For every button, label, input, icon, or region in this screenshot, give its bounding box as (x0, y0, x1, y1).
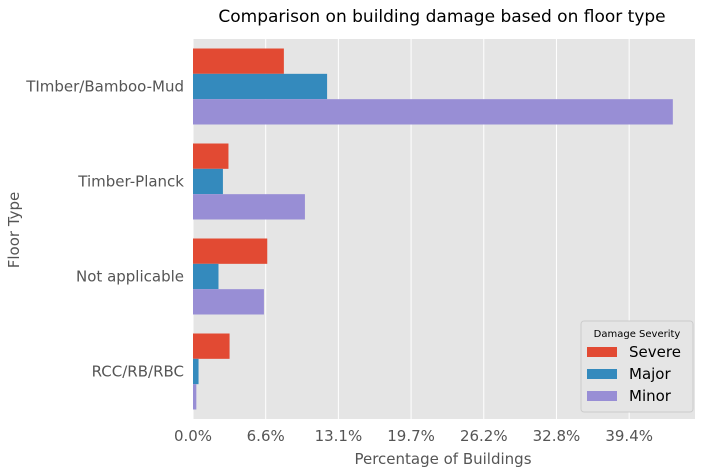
legend-title: Damage Severity (594, 329, 681, 340)
bar-major (193, 73, 328, 100)
y-tick-label: RCC/RB/RBC (92, 363, 184, 381)
legend-label-major: Major (629, 365, 671, 383)
x-tick-label: 32.8% (533, 427, 581, 445)
y-tick-label: Timber-Planck (77, 173, 184, 191)
x-tick-label: 39.4% (605, 427, 653, 445)
bar-minor (193, 384, 197, 410)
bar-minor (193, 194, 305, 220)
legend-items: Severe Major Minor (587, 343, 681, 405)
bar-major (193, 358, 199, 385)
x-axis-label: Percentage of Buildings (354, 450, 531, 468)
x-tick-label: 19.7% (387, 427, 435, 445)
x-tick-label: 0.0% (174, 427, 212, 445)
y-tick-label: TImber/Bamboo-Mud (25, 78, 184, 96)
legend-label-severe: Severe (629, 343, 681, 361)
x-tick-label: 6.6% (247, 427, 285, 445)
legend-box (580, 320, 694, 413)
legend-swatch-minor (587, 391, 617, 401)
legend-swatch-major (587, 369, 617, 379)
bar-major (193, 263, 219, 290)
x-tick-label: 26.2% (460, 427, 508, 445)
bar-minor (193, 99, 673, 125)
chart-title: Comparison on building damage based on f… (218, 7, 665, 27)
legend: Damage Severity Severe Major Minor (580, 320, 694, 413)
y-tick-label: Not applicable (76, 268, 184, 286)
y-tick-labels: TImber/Bamboo-Mud Timber-Planck Not applic… (25, 78, 184, 381)
x-tick-label: 13.1% (315, 427, 363, 445)
bar-severe (193, 143, 229, 169)
legend-swatch-severe (587, 347, 617, 357)
bar-severe (193, 48, 284, 74)
x-tick-labels: 0.0% 6.6% 13.1% 19.7% 26.2% 32.8% 39.4% (174, 427, 653, 445)
legend-label-minor: Minor (629, 387, 672, 405)
y-axis-label: Floor Type (5, 192, 23, 269)
bars (193, 48, 673, 410)
bar-severe (193, 333, 230, 359)
bar-severe (193, 238, 268, 264)
bar-minor (193, 289, 264, 315)
bar-major (193, 168, 223, 195)
